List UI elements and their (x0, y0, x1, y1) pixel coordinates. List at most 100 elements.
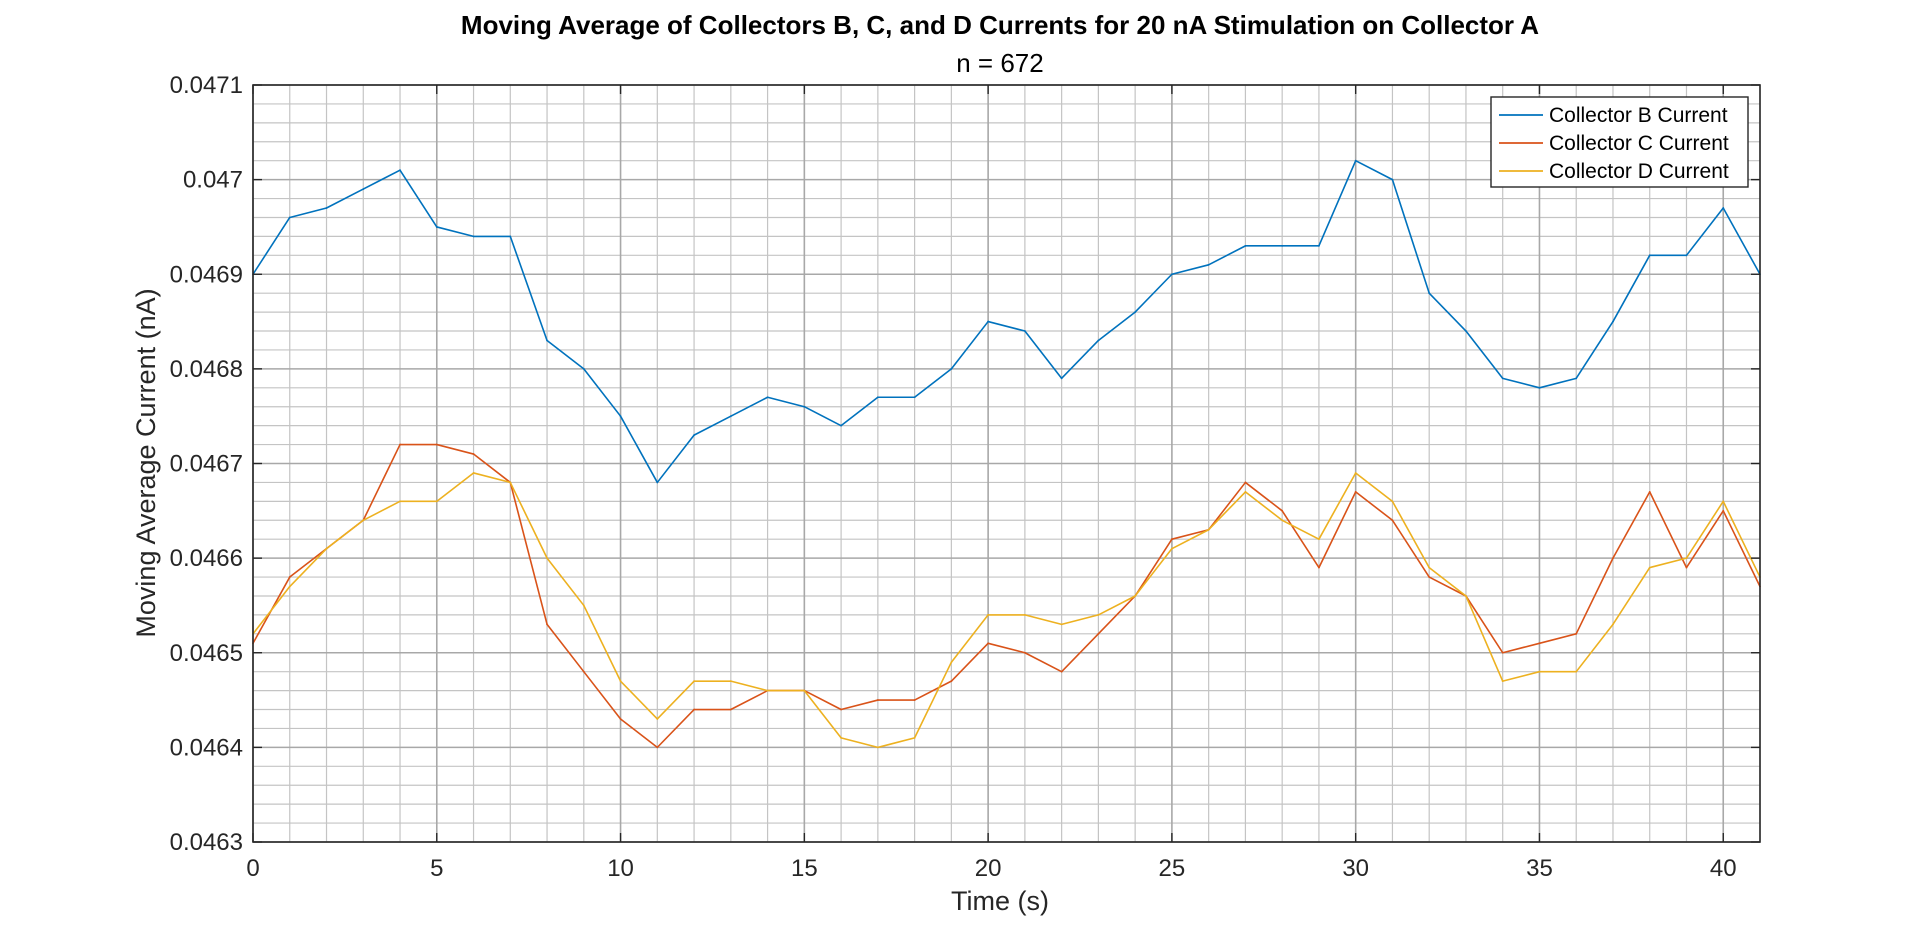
data-point-collector-d-current (619, 680, 622, 683)
data-point-collector-d-current (1171, 547, 1173, 550)
data-point-collector-c-current (1722, 509, 1725, 512)
data-point-collector-b-current (1097, 339, 1100, 342)
x-tick-label: 10 (607, 855, 634, 882)
chart-subtitle: n = 672 (956, 48, 1043, 78)
data-point-collector-d-current (950, 661, 953, 664)
data-point-collector-b-current (1685, 254, 1688, 257)
y-tick-label: 0.0465 (170, 640, 243, 667)
x-tick-label: 25 (1159, 855, 1186, 882)
data-point-collector-b-current (582, 367, 585, 370)
y-tick-label: 0.0468 (170, 356, 243, 383)
data-point-collector-c-current (1244, 481, 1247, 484)
data-point-collector-b-current (766, 396, 769, 399)
data-point-collector-c-current (619, 718, 622, 720)
x-tick-label: 5 (430, 855, 443, 882)
data-point-collector-b-current (840, 424, 842, 427)
data-point-collector-d-current (913, 737, 916, 739)
data-point-collector-b-current (693, 434, 695, 437)
data-point-collector-d-current (656, 718, 659, 720)
data-point-collector-d-current (987, 614, 990, 616)
data-point-collector-d-current (582, 604, 585, 607)
data-point-collector-c-current (582, 670, 585, 673)
data-point-collector-d-current (1648, 566, 1651, 569)
data-point-collector-c-current (913, 699, 916, 701)
data-point-collector-b-current (1575, 377, 1578, 380)
data-point-collector-b-current (1134, 311, 1137, 313)
data-point-collector-c-current (1501, 651, 1504, 654)
data-point-collector-c-current (546, 623, 548, 626)
x-tick-label: 20 (975, 855, 1002, 882)
y-tick-label: 0.0463 (170, 829, 243, 856)
tick-labels: 0 5 10 15 20 25 30 35 40 0.0463 0.0464 0.0465 0.0466… (170, 72, 1737, 882)
data-point-collector-d-current (435, 500, 438, 503)
data-point-collector-c-current (1685, 566, 1688, 569)
data-point-collector-b-current (325, 207, 328, 209)
chart-title: Moving Average of Collectors B, C, and D… (461, 10, 1539, 40)
y-tick-label: 0.0471 (170, 72, 243, 99)
data-point-collector-b-current (399, 169, 401, 172)
data-point-collector-b-current (913, 396, 916, 399)
data-point-collector-b-current (435, 226, 438, 228)
series-layer (252, 159, 1761, 749)
data-point-collector-c-current (1171, 538, 1173, 541)
data-point-collector-b-current (1612, 320, 1614, 323)
data-point-collector-d-current (1391, 500, 1394, 503)
data-point-collector-d-current (1318, 538, 1320, 541)
data-point-collector-d-current (362, 519, 365, 522)
data-point-collector-c-current (399, 443, 401, 446)
legend-label-collector-c-current: Collector C Current (1549, 132, 1729, 155)
data-point-collector-d-current (325, 547, 328, 550)
data-point-collector-d-current (1612, 623, 1614, 626)
data-point-collector-c-current (288, 576, 291, 578)
data-point-collector-b-current (1465, 330, 1467, 332)
series-line-collector-b-current (252, 159, 1761, 484)
x-tick-label: 35 (1526, 855, 1553, 882)
x-tick-label: 0 (246, 855, 259, 882)
data-point-collector-d-current (472, 472, 475, 474)
data-point-collector-d-current (1134, 595, 1137, 597)
data-point-collector-c-current (1354, 490, 1357, 493)
data-point-collector-c-current (656, 746, 659, 749)
data-point-collector-d-current (399, 500, 401, 503)
legend-box (1490, 96, 1749, 188)
data-point-collector-c-current (1281, 509, 1284, 512)
data-point-collector-b-current (987, 320, 990, 323)
data-point-collector-c-current (876, 699, 879, 701)
data-point-collector-d-current (1060, 623, 1063, 626)
data-point-collector-b-current (1501, 377, 1504, 380)
data-point-collector-b-current (1023, 330, 1026, 332)
x-tick-label: 30 (1342, 855, 1369, 882)
data-point-collector-b-current (1648, 254, 1651, 257)
data-point-collector-d-current (1722, 500, 1725, 503)
data-point-collector-d-current (509, 481, 512, 484)
data-point-collector-d-current (1354, 472, 1357, 474)
data-point-collector-c-current (950, 680, 953, 683)
data-point-collector-b-current (1171, 273, 1173, 276)
x-axis-label: Time (s) (951, 886, 1049, 916)
data-point-collector-c-current (840, 708, 842, 711)
data-point-collector-b-current (288, 216, 291, 219)
data-point-collector-d-current (729, 680, 732, 683)
y-tick-label: 0.047 (183, 167, 243, 194)
data-point-collector-d-current (1428, 566, 1431, 569)
data-point-collector-c-current (693, 708, 695, 711)
data-point-collector-c-current (1023, 651, 1026, 654)
data-point-collector-d-current (288, 585, 291, 588)
data-point-collector-d-current (840, 737, 842, 739)
data-point-collector-d-current (1097, 614, 1100, 616)
data-point-collector-d-current (1244, 490, 1247, 493)
data-point-collector-d-current (803, 689, 806, 692)
x-tick-label: 15 (791, 855, 818, 882)
data-point-collector-d-current (1685, 557, 1688, 560)
data-point-collector-b-current (656, 481, 659, 484)
legend: Collector B Current Collector C Current Co… (1490, 96, 1749, 188)
legend-label-collector-b-current: Collector B Current (1549, 104, 1728, 127)
data-point-collector-d-current (876, 746, 879, 749)
data-point-collector-d-current (1538, 670, 1541, 673)
data-point-collector-d-current (1575, 670, 1578, 673)
legend-label-collector-d-current: Collector D Current (1549, 160, 1729, 183)
x-tick-label: 40 (1710, 855, 1737, 882)
y-tick-label: 0.0469 (170, 261, 243, 288)
data-point-collector-b-current (362, 188, 365, 190)
